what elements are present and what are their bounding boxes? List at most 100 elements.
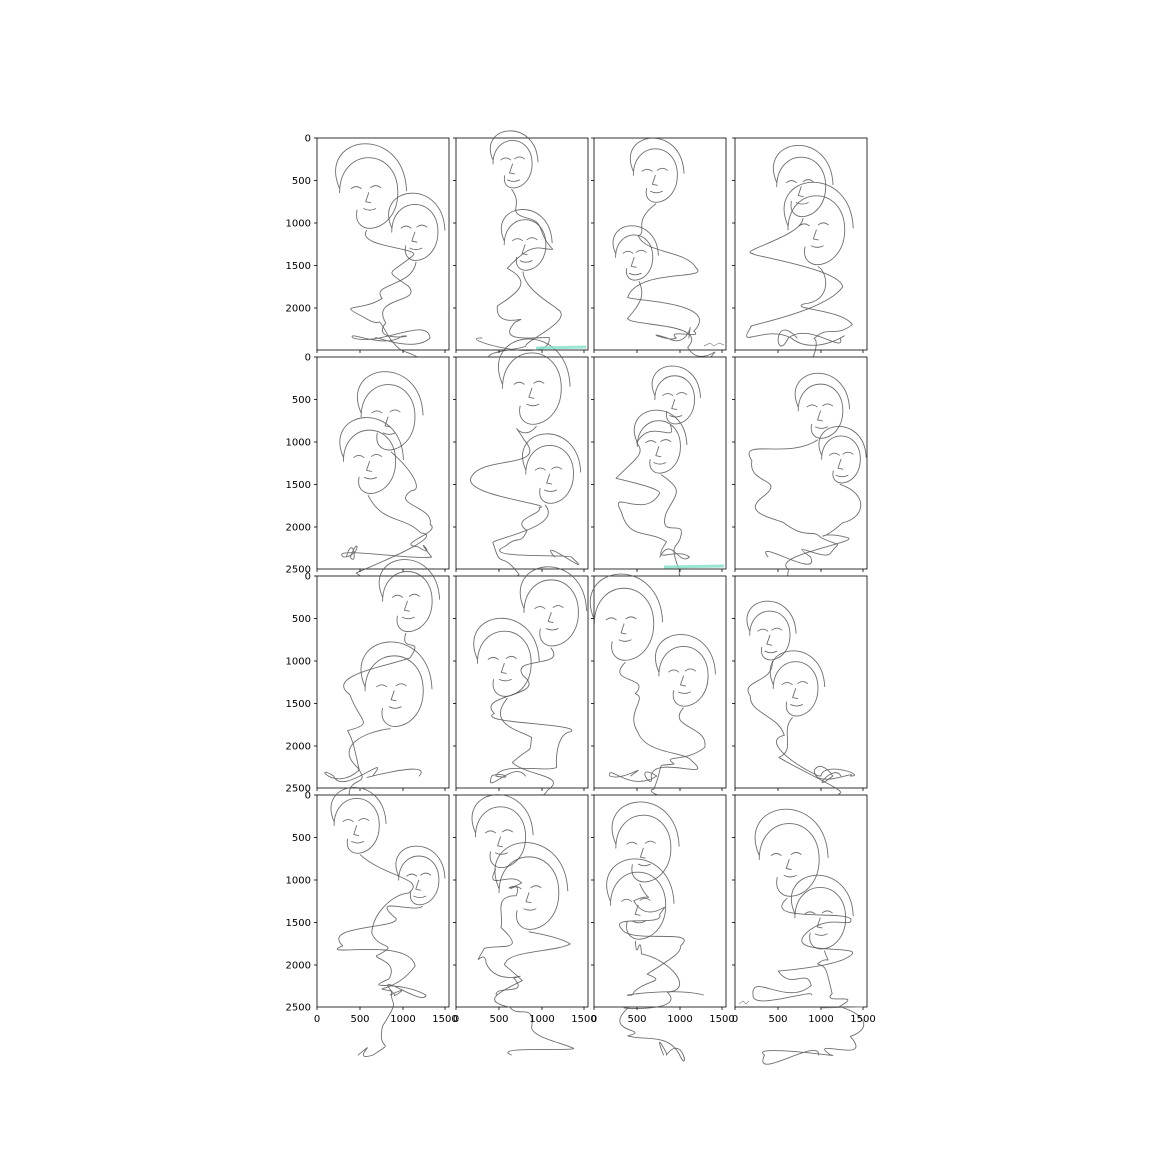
line-drawing-secondary-2	[488, 209, 586, 406]
sketch-panel-5	[314, 356, 450, 626]
panel-frame-11	[593, 575, 727, 789]
line-drawing-9	[324, 559, 441, 783]
sketch-panel-10	[453, 566, 589, 842]
scan-tint-mark	[663, 564, 725, 569]
y-tick-label: 0	[305, 353, 311, 364]
y-tick-label: 500	[292, 395, 311, 406]
line-drawing-secondary-15	[606, 858, 685, 1062]
y-tick-label: 2500	[286, 784, 311, 795]
y-tick-label: 1500	[286, 918, 311, 929]
sketch-panel-6	[453, 338, 589, 626]
x-tick-label: 0	[591, 1014, 597, 1025]
sketch-panel-11	[589, 573, 727, 842]
sketch-panel-2	[453, 130, 589, 406]
line-drawing-secondary-1	[350, 192, 446, 404]
panel-frame-1	[316, 137, 450, 351]
sketch-panel-1	[314, 137, 450, 404]
y-tick-label: 500	[292, 614, 311, 625]
y-tick-label: 1000	[286, 657, 311, 668]
sketch-panel-16	[732, 794, 868, 1065]
y-tick-label: 2500	[286, 1003, 311, 1014]
line-drawing-secondary-13	[336, 845, 446, 1057]
y-tick-label: 2000	[286, 523, 311, 534]
line-drawing-secondary-3	[612, 225, 716, 404]
line-drawing-secondary-16	[762, 874, 865, 1065]
panel-frame-9	[316, 575, 450, 789]
line-drawing-1	[335, 143, 431, 345]
x-tick-label: 1500	[850, 1014, 875, 1025]
y-tick-label: 1500	[286, 480, 311, 491]
x-tick-label: 1500	[709, 1014, 734, 1025]
line-drawing-secondary-10	[473, 617, 558, 842]
y-tick-label: 2000	[286, 961, 311, 972]
x-tick-label: 1500	[432, 1014, 457, 1025]
line-drawing-16	[752, 808, 854, 1002]
x-tick-label: 1000	[390, 1014, 415, 1025]
panel-frame-2	[455, 137, 589, 351]
line-drawing-secondary-9	[342, 641, 444, 846]
signature-mark	[738, 1000, 750, 1005]
y-tick-label: 1000	[286, 876, 311, 887]
y-tick-label: 0	[305, 572, 311, 583]
scan-edge-mark	[819, 1006, 864, 1009]
panel-frame-3	[593, 137, 727, 351]
line-drawing-secondary-4	[759, 181, 854, 405]
x-tick-label: 0	[732, 1014, 738, 1025]
sketch-panel-13	[314, 787, 450, 1057]
line-drawing-4	[746, 145, 845, 347]
y-tick-label: 500	[292, 833, 311, 844]
y-tick-label: 1000	[286, 438, 311, 449]
line-drawing-15	[611, 801, 704, 996]
panel-frame-7	[593, 356, 727, 570]
y-tick-label: 1000	[286, 219, 311, 230]
line-drawing-3	[627, 137, 700, 342]
line-drawing-secondary-14	[494, 842, 575, 1056]
x-tick-label: 0	[314, 1014, 320, 1025]
x-tick-label: 1000	[529, 1014, 554, 1025]
panel-frame-14	[455, 794, 589, 1008]
line-drawing-secondary-5	[339, 417, 427, 626]
y-tick-label: 2500	[286, 565, 311, 576]
x-tick-label: 500	[627, 1014, 646, 1025]
y-tick-label: 2000	[286, 742, 311, 753]
x-tick-label: 500	[489, 1014, 508, 1025]
x-tick-label: 1000	[667, 1014, 692, 1025]
sketch-panel-9	[314, 559, 450, 846]
y-tick-label: 1500	[286, 699, 311, 710]
sketch-panel-14	[453, 794, 589, 1056]
panel-frame-5	[316, 356, 450, 570]
line-drawing-6	[469, 338, 579, 566]
panel-frame-8	[734, 356, 868, 570]
line-drawing-secondary-8	[785, 426, 867, 627]
y-tick-label: 0	[305, 134, 311, 145]
panel-frame-16	[734, 794, 868, 1008]
line-drawing-12	[746, 600, 855, 783]
x-tick-label: 500	[768, 1014, 787, 1025]
y-tick-label: 500	[292, 176, 311, 187]
y-tick-label: 0	[305, 791, 311, 802]
panel-frame-15	[593, 794, 727, 1008]
x-tick-label: 0	[453, 1014, 459, 1025]
signature-mark	[703, 342, 725, 347]
line-drawing-secondary-6	[492, 433, 582, 626]
x-tick-label: 500	[350, 1014, 369, 1025]
sketch-panel-8	[732, 356, 868, 627]
panel-frame-4	[734, 137, 868, 351]
line-drawing-8	[748, 372, 850, 565]
sketch-panel-4	[732, 137, 868, 405]
line-drawing-14	[471, 794, 534, 996]
line-drawing-secondary-7	[634, 409, 706, 627]
x-tick-label: 1500	[571, 1014, 596, 1025]
line-drawing-10	[490, 566, 588, 784]
y-tick-label: 2000	[286, 304, 311, 315]
panel-frame-6	[455, 356, 589, 570]
line-drawing-11	[589, 573, 699, 782]
sketch-panel-12	[732, 575, 868, 846]
panel-frame-13	[316, 794, 450, 1008]
line-drawing-secondary-12	[759, 650, 842, 846]
sketch-panel-7	[591, 356, 727, 627]
y-tick-label: 1500	[286, 261, 311, 272]
x-tick-label: 1000	[808, 1014, 833, 1025]
line-drawing-5	[341, 371, 433, 560]
